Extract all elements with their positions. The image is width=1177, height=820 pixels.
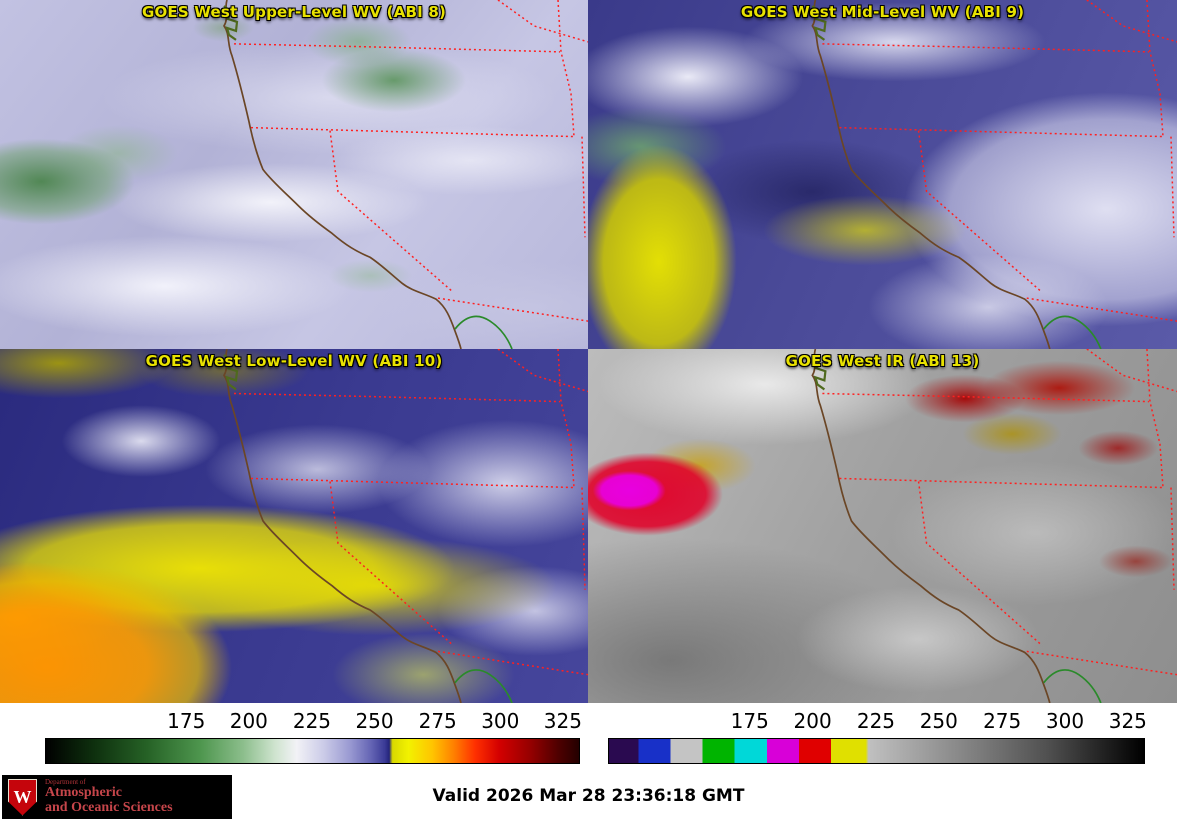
uw-aos-logo: W Department of Atmospheric and Oceanic … xyxy=(2,775,232,819)
logo-name-line1: Atmospheric xyxy=(45,784,122,800)
panel-grid: GOES West Upper-Level WV (ABI 8) GOES We… xyxy=(0,0,1177,703)
valid-time: Valid 2026 Mar 28 23:36:18 GMT xyxy=(432,786,745,806)
tick-label: 225 xyxy=(856,709,896,733)
colorbar-section: 175 200 225 250 275 300 325 175 200 225 … xyxy=(0,703,1177,775)
panel-ir: GOES West IR (ABI 13) xyxy=(588,349,1177,703)
logo-name-line2: and Oceanic Sciences xyxy=(45,799,173,815)
panel-mid-level-wv: GOES West Mid-Level WV (ABI 9) xyxy=(588,0,1177,349)
tick-label: 300 xyxy=(1045,709,1085,733)
tick-label: 200 xyxy=(793,709,832,733)
ir-colorbar xyxy=(608,738,1145,764)
tick-label: 275 xyxy=(983,709,1022,733)
ir-colorbar-tick-labels: 175 200 225 250 275 300 325 xyxy=(608,709,1147,736)
tick-label: 175 xyxy=(167,709,206,733)
tick-label: 175 xyxy=(730,709,769,733)
tick-label: 325 xyxy=(1108,709,1147,733)
panel-title-abi9: GOES West Mid-Level WV (ABI 9) xyxy=(740,3,1025,21)
panel-title-abi10: GOES West Low-Level WV (ABI 10) xyxy=(145,352,443,370)
crest-letter: W xyxy=(13,787,32,807)
map-boundaries-overlay xyxy=(222,0,588,349)
footer: W Department of Atmospheric and Oceanic … xyxy=(0,775,1177,820)
panel-upper-level-wv: GOES West Upper-Level WV (ABI 8) xyxy=(0,0,588,349)
panel-low-level-wv: GOES West Low-Level WV (ABI 10) xyxy=(0,349,588,703)
ir-colorbar-group: 175 200 225 250 275 300 325 xyxy=(608,709,1147,764)
panel-title-abi8: GOES West Upper-Level WV (ABI 8) xyxy=(141,3,447,21)
logo-text: Department of Atmospheric and Oceanic Sc… xyxy=(45,777,173,816)
wv-colorbar-tick-labels: 175 200 225 250 275 300 325 xyxy=(45,709,582,736)
tick-label: 300 xyxy=(481,709,520,733)
map-boundaries-overlay xyxy=(811,0,1177,349)
tick-label: 200 xyxy=(229,709,268,733)
tick-label: 250 xyxy=(919,709,958,733)
panel-title-abi13: GOES West IR (ABI 13) xyxy=(785,352,980,370)
tick-label: 250 xyxy=(355,709,394,733)
tick-label: 225 xyxy=(292,709,332,733)
map-boundaries-overlay xyxy=(811,349,1177,703)
map-boundaries-overlay xyxy=(222,349,588,703)
logo-dept-line: Department of xyxy=(45,777,86,786)
tick-label: 275 xyxy=(418,709,457,733)
tick-label: 325 xyxy=(543,709,582,733)
wv-colorbar xyxy=(45,738,580,764)
wv-colorbar-group: 175 200 225 250 275 300 325 xyxy=(45,709,582,764)
